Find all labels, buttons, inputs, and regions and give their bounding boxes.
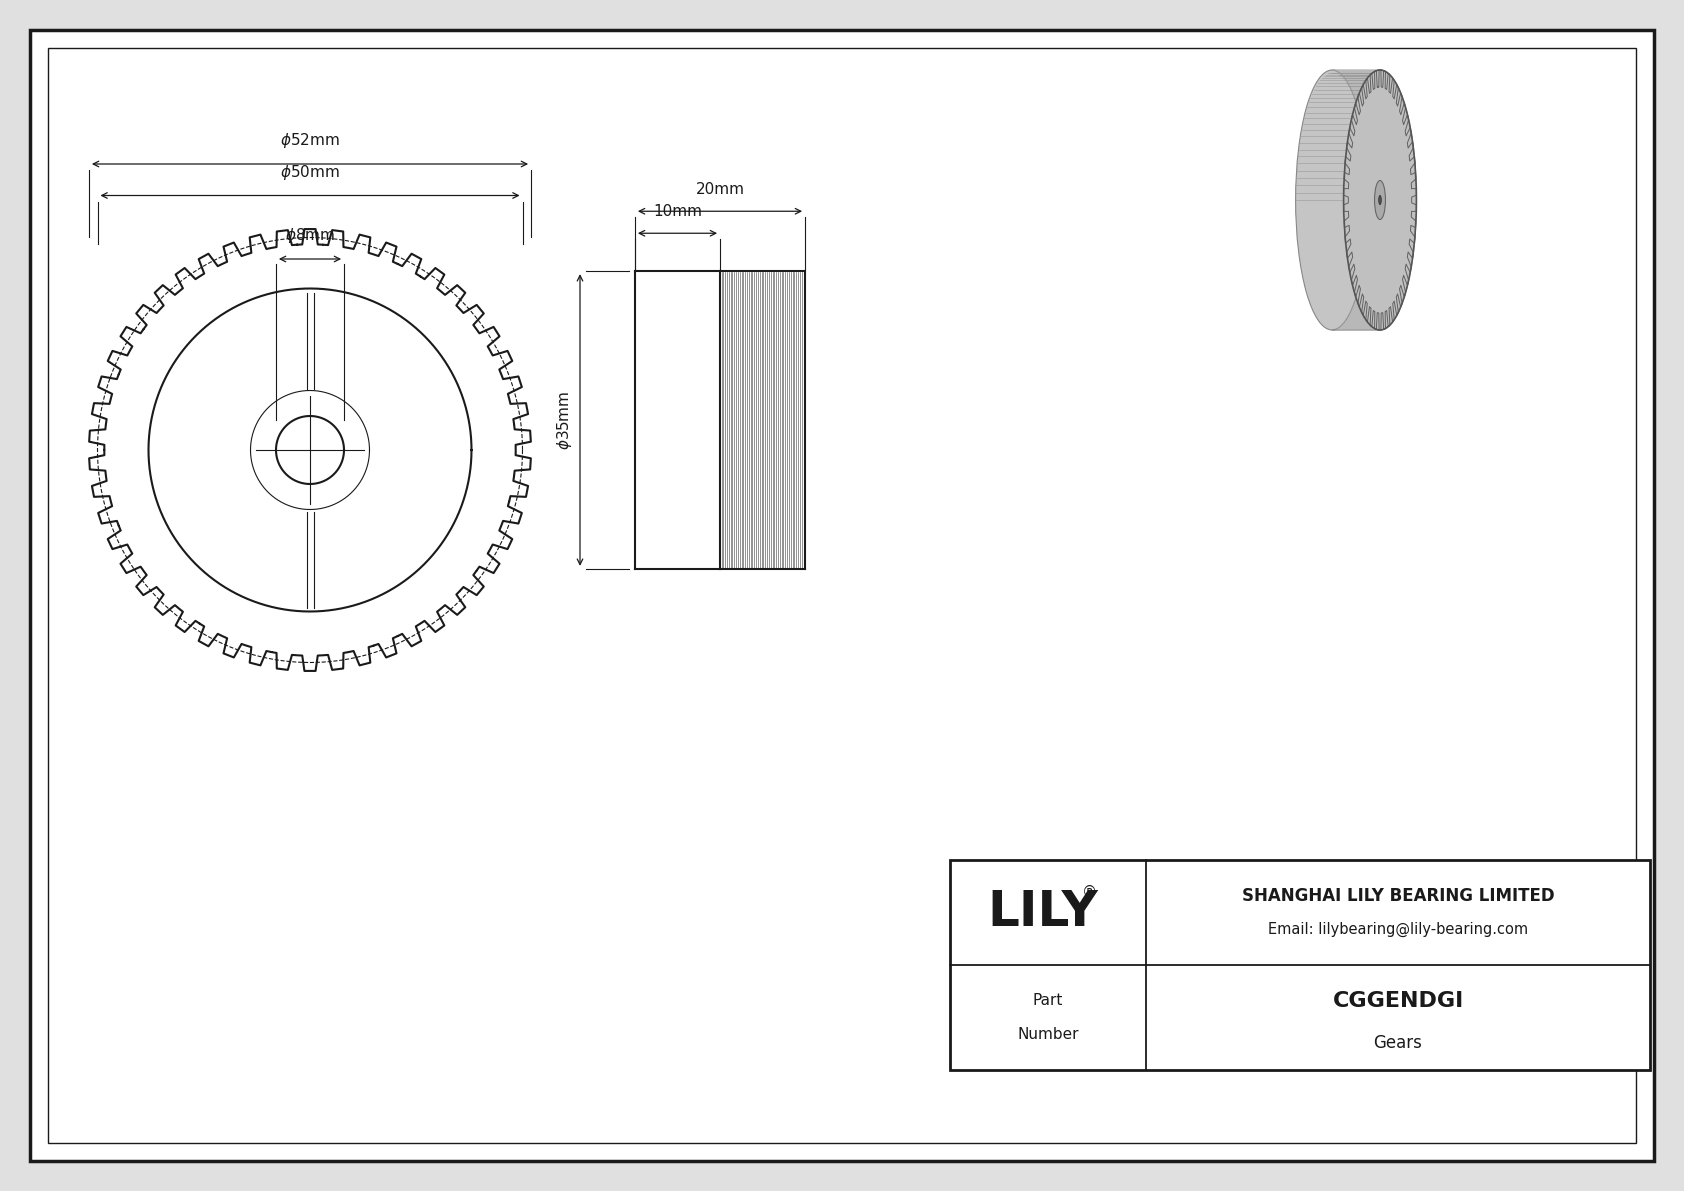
- Ellipse shape: [1344, 70, 1416, 330]
- Bar: [950, 860, 1650, 1070]
- Ellipse shape: [1295, 70, 1369, 330]
- Text: 20mm: 20mm: [695, 182, 744, 198]
- Text: 10mm: 10mm: [653, 204, 702, 219]
- Text: SHANGHAI LILY BEARING LIMITED: SHANGHAI LILY BEARING LIMITED: [1241, 887, 1554, 905]
- Text: $\phi$8mm: $\phi$8mm: [285, 226, 335, 245]
- Text: LILY: LILY: [987, 888, 1098, 936]
- Text: $\phi$52mm: $\phi$52mm: [280, 131, 340, 150]
- Text: Part: Part: [1032, 993, 1063, 1009]
- Text: $\phi$35mm: $\phi$35mm: [554, 391, 574, 449]
- Text: Number: Number: [1017, 1027, 1079, 1042]
- Polygon shape: [1332, 70, 1416, 330]
- Text: Gears: Gears: [1374, 1034, 1423, 1052]
- Text: Email: lilybearing@lily-bearing.com: Email: lilybearing@lily-bearing.com: [1268, 922, 1527, 937]
- Text: $\phi$50mm: $\phi$50mm: [280, 162, 340, 181]
- Ellipse shape: [1374, 181, 1386, 219]
- Ellipse shape: [1379, 195, 1381, 205]
- Text: CGGENDGI: CGGENDGI: [1332, 991, 1463, 1011]
- Text: ®: ®: [1083, 885, 1098, 900]
